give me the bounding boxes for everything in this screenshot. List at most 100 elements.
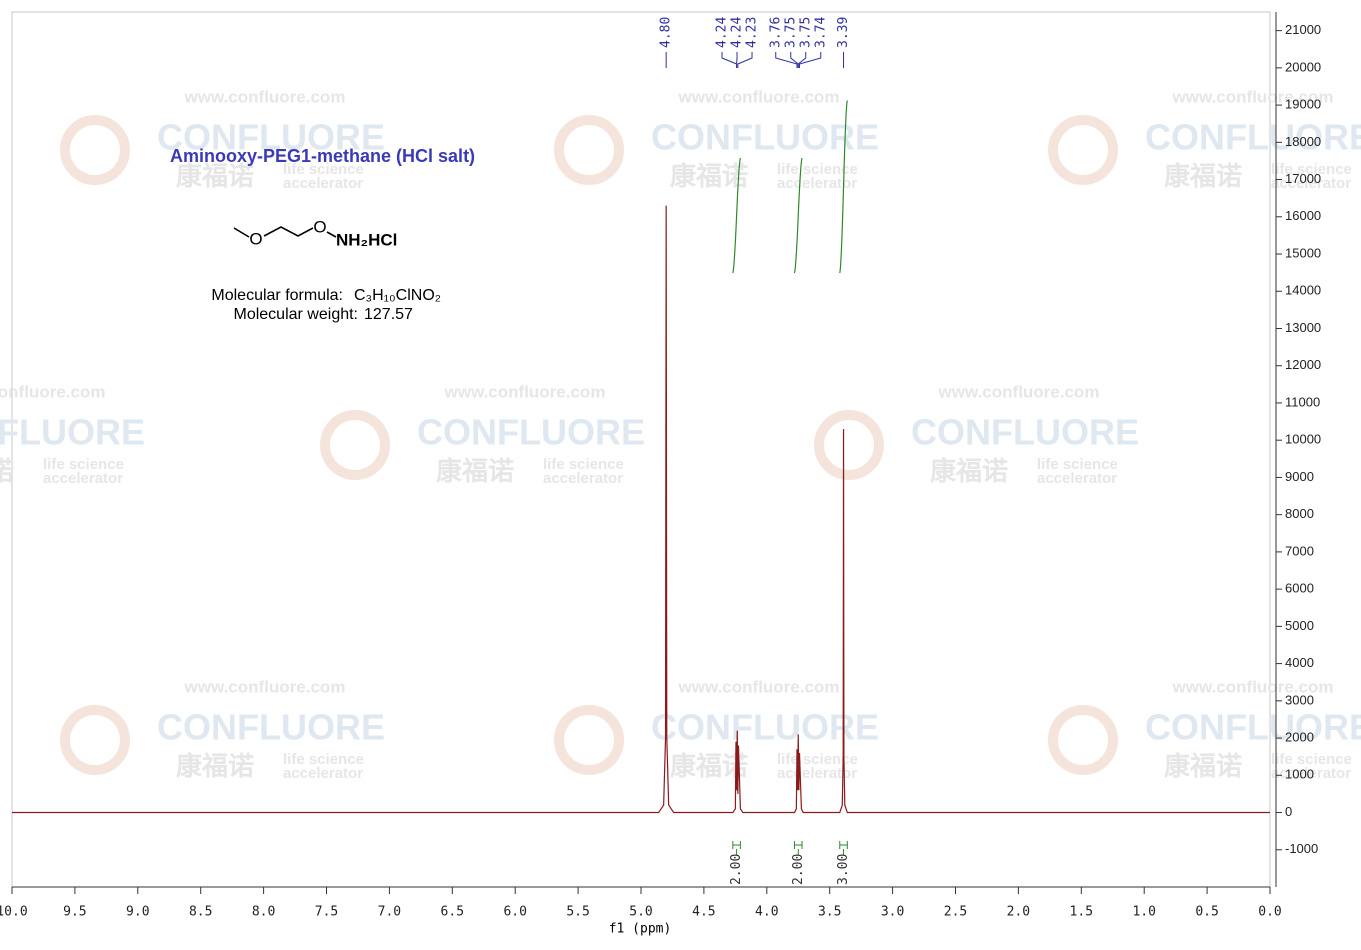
- watermark-logo: [554, 705, 624, 775]
- watermark-tag: life science: [777, 161, 858, 178]
- watermark-cn: 康福诺: [930, 456, 1008, 486]
- watermark-url: www.confluore.com: [678, 677, 840, 696]
- watermark-tag: accelerator: [283, 175, 363, 192]
- watermark-logo: [554, 115, 624, 185]
- y-tick-label: 1000: [1285, 767, 1314, 782]
- watermark-url: www.confluore.com: [444, 382, 606, 401]
- x-tick-label: 8.5: [189, 905, 212, 920]
- integral-label: 2.00: [791, 854, 806, 885]
- watermark-brand: CONFLUORE: [157, 707, 385, 748]
- watermark-cn: 康福诺: [176, 161, 254, 191]
- watermark-tag: life science: [1271, 751, 1352, 768]
- watermark-url: www.confluore.com: [1172, 87, 1334, 106]
- watermark-brand: CONFLUORE: [651, 117, 879, 158]
- atom: O: [249, 229, 262, 248]
- watermark-brand: CONFLUORE: [0, 412, 145, 453]
- watermark-tag: accelerator: [43, 470, 123, 487]
- y-tick-label: -1000: [1285, 841, 1318, 856]
- y-tick-label: 18000: [1285, 134, 1321, 149]
- watermark-url: www.confluore.com: [938, 382, 1100, 401]
- x-tick-label: 3.5: [818, 905, 841, 920]
- y-tick-label: 21000: [1285, 22, 1321, 37]
- peak-label: 3.75: [798, 17, 813, 48]
- watermark-cn: 康福诺: [670, 161, 748, 191]
- watermark-tag: life science: [283, 751, 364, 768]
- y-tick-label: 6000: [1285, 581, 1314, 596]
- x-tick-label: 9.5: [63, 905, 86, 920]
- x-tick-label: 7.0: [378, 905, 401, 920]
- x-tick-label: 5.0: [629, 905, 652, 920]
- peak-label: 3.39: [836, 17, 851, 48]
- watermark-brand: CONFLUORE: [1145, 117, 1361, 158]
- x-tick-label: 4.0: [755, 905, 778, 920]
- watermark-tag: life science: [283, 161, 364, 178]
- watermark-cn: 康福诺: [1164, 751, 1242, 781]
- watermark-tag: accelerator: [1271, 175, 1351, 192]
- atom: O: [313, 217, 326, 236]
- y-tick-label: 16000: [1285, 208, 1321, 223]
- watermark-brand: CONFLUORE: [417, 412, 645, 453]
- y-tick-label: 19000: [1285, 97, 1321, 112]
- x-tick-label: 6.0: [503, 905, 526, 920]
- chart-title: Aminooxy-PEG1-methane (HCl salt): [170, 146, 475, 166]
- y-tick-label: 9000: [1285, 469, 1314, 484]
- watermark-url: www.confluore.com: [184, 677, 346, 696]
- y-tick-label: 8000: [1285, 506, 1314, 521]
- formula: C₃H₁₀ClNO₂: [354, 287, 441, 304]
- watermark-cn: 康福诺: [1164, 161, 1242, 191]
- x-tick-label: 6.5: [441, 905, 464, 920]
- x-tick-label: 1.0: [1132, 905, 1155, 920]
- peak-connector: [797, 52, 807, 68]
- peak-connector: [737, 52, 753, 68]
- watermark-tag: accelerator: [1271, 765, 1351, 782]
- watermark-tag: accelerator: [543, 470, 623, 487]
- watermark-url: www.confluore.com: [1172, 677, 1334, 696]
- watermark-cn: 康福诺: [176, 751, 254, 781]
- peak-label: 4.24: [715, 17, 730, 48]
- y-tick-label: 2000: [1285, 730, 1314, 745]
- watermark-logo: [60, 705, 130, 775]
- peak-connector: [775, 52, 798, 68]
- x-tick-label: 9.0: [126, 905, 149, 920]
- formula-label: Molecular formula:: [211, 287, 343, 304]
- watermark-tag: accelerator: [1037, 470, 1117, 487]
- y-tick-label: 17000: [1285, 171, 1321, 186]
- x-tick-label: 2.5: [944, 905, 967, 920]
- watermark-cn: 康福诺: [0, 456, 14, 486]
- y-tick-label: 20000: [1285, 59, 1321, 74]
- structure: [233, 226, 337, 238]
- peak-connector: [721, 52, 738, 68]
- peak-connector: [799, 52, 822, 68]
- x-tick-label: 10.0: [0, 905, 28, 920]
- y-tick-label: 5000: [1285, 618, 1314, 633]
- x-tick-label: 1.5: [1070, 905, 1093, 920]
- y-tick-label: 11000: [1285, 394, 1320, 409]
- integral-curve: [793, 157, 803, 274]
- integral-label: 3.00: [836, 854, 851, 885]
- x-tick-label: 0.0: [1258, 905, 1281, 920]
- watermark-logo: [1048, 705, 1118, 775]
- watermark-tag: accelerator: [777, 765, 857, 782]
- watermark-tag: life science: [1271, 161, 1352, 178]
- watermark-brand: CONFLUORE: [911, 412, 1139, 453]
- weight-label: Molecular weight:: [234, 306, 359, 323]
- integral-label: 2.00: [729, 854, 744, 885]
- watermark-url: www.confluore.com: [0, 382, 105, 401]
- integral-curve: [732, 157, 741, 274]
- x-tick-label: 5.5: [566, 905, 589, 920]
- weight: 127.57: [364, 306, 413, 323]
- integral-curve: [839, 100, 848, 274]
- peak-label: 4.80: [659, 17, 674, 48]
- watermark-brand: CONFLUORE: [157, 117, 385, 158]
- watermark-logo: [320, 410, 390, 480]
- watermark-cn: 康福诺: [670, 751, 748, 781]
- watermark-tag: life science: [43, 456, 124, 473]
- watermark-url: www.confluore.com: [678, 87, 840, 106]
- watermark-tag: life science: [1037, 456, 1118, 473]
- integral-bracket: [732, 841, 741, 855]
- y-tick-label: 13000: [1285, 320, 1321, 335]
- bond: [233, 227, 250, 238]
- y-tick-label: 0: [1285, 804, 1292, 819]
